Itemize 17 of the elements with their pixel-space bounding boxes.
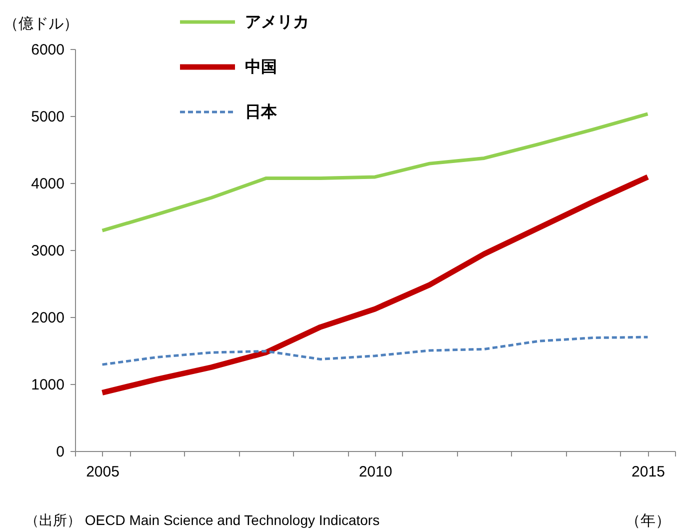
line-series [101, 336, 649, 366]
y-tick-label: 1000 [31, 376, 64, 394]
legend-label: アメリカ [245, 14, 309, 31]
legend-label: 中国 [245, 58, 277, 76]
y-axis-title: （億ドル） [4, 16, 78, 32]
legend-label: 日本 [245, 103, 278, 121]
y-tick-label: 6000 [31, 42, 64, 58]
x-tick-label: 2005 [86, 464, 120, 480]
x-tick-label: 2010 [358, 464, 392, 480]
text: （出所） OECD Main Science and Technology Indicators [25, 512, 380, 528]
x-axis-title: （年） [626, 512, 670, 530]
y-tick-label: 4000 [31, 176, 64, 192]
x-tick-label: 2015 [632, 464, 665, 480]
y-tick-label: 5000 [31, 108, 64, 126]
y-tick-label: 0 [56, 444, 64, 460]
y-tick-label: 3000 [31, 242, 64, 260]
y-tick-label: 2000 [31, 310, 64, 326]
